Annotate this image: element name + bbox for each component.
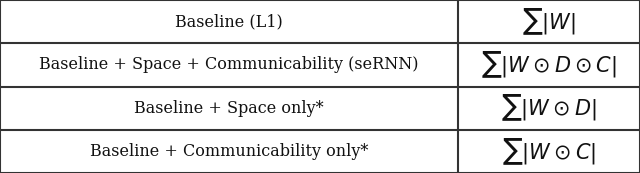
Text: Baseline + Space only*: Baseline + Space only* (134, 100, 324, 117)
Text: Baseline + Space + Communicability (seRNN): Baseline + Space + Communicability (seRN… (39, 56, 419, 73)
Text: Baseline + Communicability only*: Baseline + Communicability only* (90, 143, 368, 160)
Text: $\sum|W|$: $\sum|W|$ (522, 6, 576, 37)
Text: $\sum|W \odot D \odot C|$: $\sum|W \odot D \odot C|$ (481, 49, 617, 80)
Text: $\sum|W \odot C|$: $\sum|W \odot C|$ (502, 136, 596, 167)
Text: Baseline (L1): Baseline (L1) (175, 13, 283, 30)
Text: $\sum|W \odot D|$: $\sum|W \odot D|$ (501, 93, 596, 124)
